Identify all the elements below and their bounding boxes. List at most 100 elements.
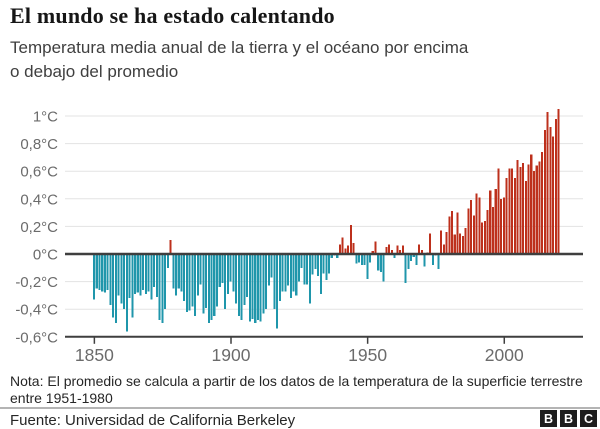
chart-bar-1901 — [232, 254, 235, 292]
chart-bar-2008 — [524, 180, 527, 254]
chart-bar-1872 — [153, 254, 156, 288]
chart-bar-1867 — [139, 254, 142, 296]
chart-bar-1930 — [311, 254, 314, 275]
chart-bar-1852 — [98, 254, 101, 290]
chart-bar-1965 — [407, 254, 410, 270]
chart-bar-1892 — [207, 254, 210, 323]
chart-bar-1954 — [377, 254, 380, 271]
chart-bar-2001 — [505, 178, 508, 254]
chart-bar-1859 — [117, 254, 120, 296]
chart-bar-1956 — [382, 254, 385, 282]
chart-bar-1969 — [418, 244, 421, 254]
y-tick-label: 0°C — [33, 247, 58, 264]
bbc-logo-block-b1: B — [540, 410, 557, 427]
y-tick-label: 0,2°C — [20, 219, 58, 236]
y-tick-label: 0,6°C — [20, 164, 58, 181]
chart-bar-2002 — [508, 168, 511, 254]
chart-bar-1987 — [467, 208, 470, 254]
chart-bar-1942 — [344, 248, 347, 254]
chart-bar-1927 — [303, 254, 306, 285]
chart-bar-1869 — [144, 254, 147, 295]
chart-bar-1919 — [281, 254, 284, 292]
chart-bar-1983 — [456, 212, 459, 254]
chart-bar-1966 — [409, 254, 413, 261]
chart-bar-1994 — [486, 209, 489, 254]
chart-bar-2011 — [532, 171, 536, 254]
chart-bar-1899 — [226, 254, 229, 295]
chart-bar-1998 — [497, 168, 500, 254]
x-tick-label: 1900 — [212, 345, 251, 365]
chart-bar-1968 — [415, 254, 418, 266]
chart-bar-1949 — [363, 254, 366, 266]
chart-bar-1959 — [390, 249, 393, 254]
chart-bar-1977 — [440, 230, 443, 254]
chart-bar-1887 — [194, 254, 197, 317]
chart-bar-1903 — [237, 254, 240, 317]
chart-bar-1935 — [325, 254, 328, 281]
chart-bar-1944 — [349, 225, 352, 254]
chart-bar-1999 — [500, 198, 503, 254]
chart-bar-1979 — [445, 231, 448, 254]
temperature-anomaly-chart: 1°C 0,8°C 0,6°C 0,4°C 0,2°C 0°C -0,2°C -0,4°C -0… — [0, 95, 600, 370]
chart-bar-1904 — [240, 254, 243, 321]
chart-bar-1863 — [128, 254, 131, 299]
bbc-logo-block-b2: B — [560, 410, 577, 427]
chart-bar-1856 — [109, 254, 112, 306]
chart-bar-1985 — [461, 236, 464, 254]
chart-bar-1893 — [210, 254, 213, 321]
y-tick-label: -0,6°C — [15, 329, 58, 346]
x-tick-label: 2000 — [485, 345, 524, 365]
chart-bar-1993 — [483, 220, 486, 254]
chart-bar-1978 — [442, 244, 445, 254]
chart-bar-1868 — [142, 254, 145, 290]
chart-bar-1913 — [265, 254, 268, 310]
chart-bar-1886 — [191, 254, 194, 307]
chart-bar-1996 — [491, 207, 495, 254]
chart-bar-1925 — [297, 254, 300, 282]
chart-bar-1910 — [256, 254, 260, 321]
chart-bar-1907 — [248, 254, 251, 322]
chart-bar-1897 — [221, 254, 224, 283]
chart-bar-1888 — [196, 254, 199, 296]
chart-bar-1960 — [393, 254, 396, 259]
chart-bar-1940 — [338, 244, 341, 254]
chart-bar-1908 — [251, 254, 254, 319]
chart-bar-2000 — [502, 197, 505, 254]
chart-bar-1896 — [218, 254, 221, 288]
chart-bar-2017 — [549, 127, 552, 254]
chart-bar-1928 — [306, 254, 309, 285]
chart-bar-2004 — [513, 178, 516, 254]
chart-bar-1895 — [215, 254, 219, 307]
x-tick-label: 1850 — [75, 345, 114, 365]
chart-bar-1991 — [478, 197, 481, 254]
chart-bar-2020 — [557, 109, 560, 254]
chart-bar-1943 — [347, 245, 350, 254]
chart-bar-1950 — [366, 254, 369, 279]
footer-divider — [0, 407, 600, 409]
chart-bar-1874 — [158, 254, 161, 321]
y-tick-label: 0,4°C — [20, 191, 58, 208]
chart-bar-1877 — [166, 254, 169, 268]
chart-bar-2019 — [554, 118, 557, 254]
chart-bar-1862 — [125, 254, 128, 332]
chart-bar-1929 — [308, 254, 311, 304]
chart-subtitle-line1: Temperatura media anual de la tierra y e… — [10, 38, 469, 57]
chart-bar-1984 — [459, 233, 462, 254]
chart-bar-1961 — [396, 245, 399, 254]
chart-bar-1891 — [205, 254, 208, 308]
chart-bar-2009 — [527, 164, 530, 254]
chart-bar-2016 — [546, 111, 549, 254]
chart-bar-1971 — [423, 254, 426, 267]
chart-bar-1952 — [371, 251, 374, 254]
bbc-logo-block-c: C — [580, 410, 597, 427]
chart-bar-1931 — [314, 254, 317, 270]
chart-bar-1905 — [243, 254, 246, 306]
chart-bar-1861 — [123, 254, 126, 310]
chart-bar-1934 — [322, 254, 325, 274]
chart-bar-1894 — [213, 254, 216, 317]
chart-bar-2010 — [530, 154, 533, 254]
chart-bar-2005 — [516, 160, 519, 254]
chart-bar-1906 — [246, 254, 249, 297]
chart-bar-2006 — [519, 167, 522, 254]
